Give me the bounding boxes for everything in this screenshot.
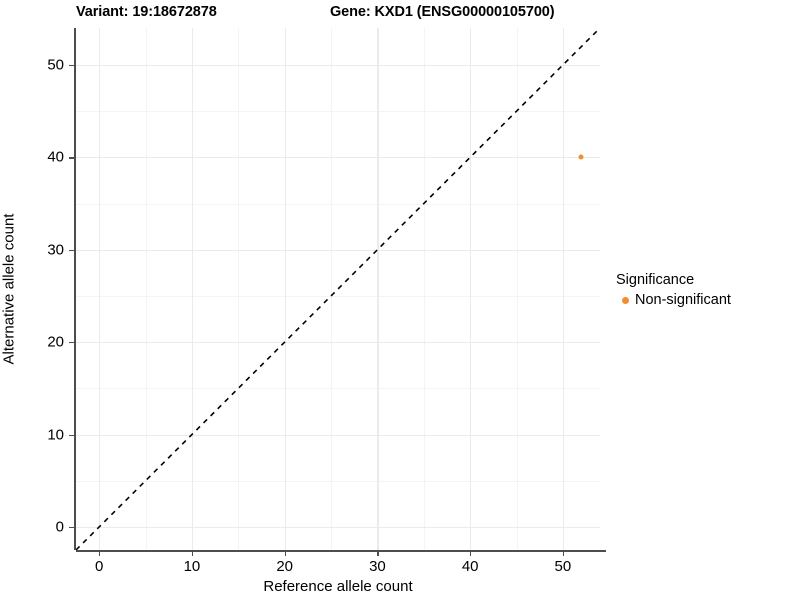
gridline-minor-horizontal	[76, 295, 600, 297]
gridline-major-vertical	[284, 28, 286, 550]
x-axis-tick	[191, 551, 194, 556]
data-point[interactable]	[578, 154, 584, 160]
gridline-minor-vertical	[516, 28, 518, 550]
gridline-major-horizontal	[76, 157, 600, 159]
y-axis-tick	[69, 249, 74, 251]
y-axis-tick-label: 0	[55, 518, 64, 536]
reference-line	[76, 28, 600, 550]
x-axis-tick	[284, 551, 286, 556]
plot-panel	[76, 28, 600, 550]
variant-title: Variant: 19:18672878	[76, 4, 217, 20]
gridline-major-horizontal	[76, 434, 600, 436]
x-axis-tick	[562, 551, 565, 556]
x-axis-tick	[470, 551, 472, 556]
legend-point-icon	[616, 291, 635, 310]
gridline-minor-vertical	[145, 28, 147, 550]
gridline-minor-vertical	[423, 28, 425, 550]
x-axis-tick-label: 50	[554, 558, 572, 575]
y-axis-line	[74, 28, 76, 550]
x-axis-line	[76, 550, 606, 552]
y-axis-tick	[69, 157, 74, 159]
y-axis-tick	[69, 64, 74, 67]
gridline-minor-horizontal	[76, 388, 600, 390]
gridline-major-horizontal	[76, 342, 600, 344]
y-axis-tick-label: 40	[47, 148, 64, 166]
gridline-minor-vertical	[238, 28, 240, 550]
legend: Significance Non-significant	[616, 271, 731, 310]
y-axis-tick-label: 20	[47, 333, 64, 351]
y-axis-tick-label: 50	[47, 56, 64, 74]
title-row: Variant: 19:18672878 Gene: KXD1 (ENSG000…	[0, 4, 800, 26]
y-axis-tick-label: 10	[47, 426, 64, 443]
x-axis-tick-label: 20	[276, 558, 294, 575]
gridline-major-vertical	[562, 28, 564, 550]
reference-line-diagonal	[76, 28, 600, 550]
x-axis-title: Reference allele count	[263, 578, 413, 595]
y-axis-tick-label: 30	[47, 241, 64, 259]
gridline-minor-vertical	[331, 28, 333, 550]
gridline-minor-horizontal	[76, 203, 600, 205]
gridline-major-horizontal	[76, 64, 600, 67]
gridline-major-vertical	[377, 28, 379, 550]
gene-title: Gene: KXD1 (ENSG00000105700)	[330, 4, 555, 20]
x-axis-tick-label: 30	[369, 558, 386, 575]
gridline-minor-horizontal	[76, 111, 600, 113]
legend-item-0[interactable]: Non-significant	[616, 291, 731, 310]
x-axis-tick-label: 0	[95, 558, 104, 575]
legend-items: Non-significant	[616, 291, 731, 310]
x-axis-tick-label: 40	[461, 558, 479, 575]
gridline-major-vertical	[191, 28, 194, 550]
x-axis-tick	[377, 551, 379, 556]
x-axis-tick	[99, 551, 101, 556]
legend-title: Significance	[616, 272, 695, 288]
gridline-minor-horizontal	[76, 480, 600, 482]
gridline-major-horizontal	[76, 526, 600, 528]
y-axis-tick	[69, 434, 74, 436]
y-axis-title: Alternative allele count	[0, 213, 18, 365]
y-axis-tick	[69, 342, 74, 344]
x-axis-tick-label: 10	[183, 558, 201, 575]
gridline-major-vertical	[99, 28, 101, 550]
gridline-major-vertical	[470, 28, 472, 550]
y-axis-tick	[69, 526, 74, 529]
legend-item-label: Non-significant	[635, 292, 731, 308]
legend-dot	[622, 297, 629, 304]
gridline-major-horizontal	[76, 249, 600, 251]
